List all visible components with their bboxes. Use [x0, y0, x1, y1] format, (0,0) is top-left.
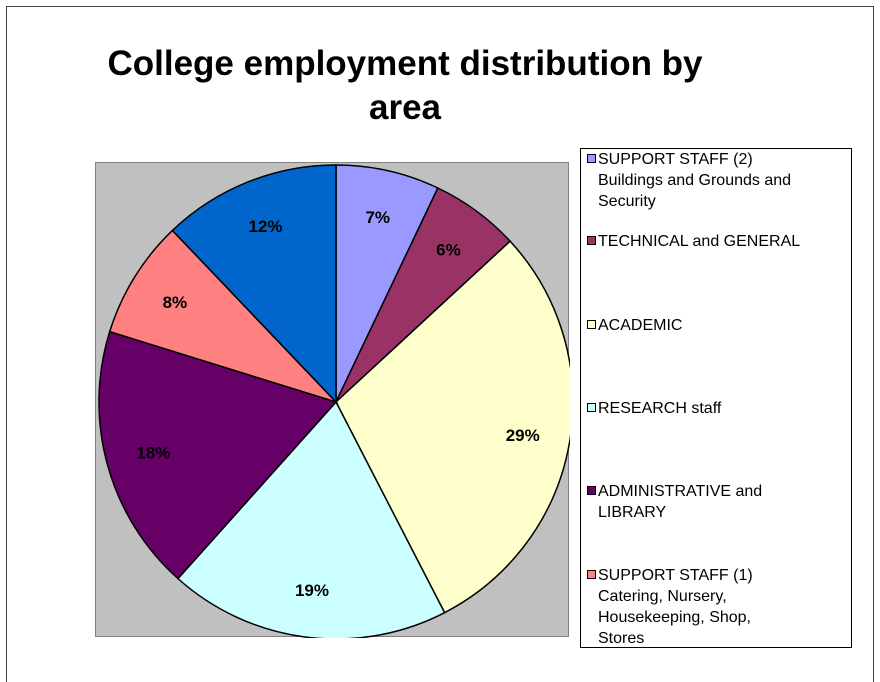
- chart-title: College employment distribution by area: [107, 44, 703, 127]
- legend-label: ACADEMIC: [598, 317, 683, 334]
- legend-swatch: [587, 154, 596, 163]
- legend-item: ADMINISTRATIVE and LIBRARY: [587, 481, 847, 523]
- pie-slice: [176, 400, 446, 638]
- slide-frame-right: [873, 6, 874, 682]
- slice-data-label: 18%: [136, 444, 170, 463]
- slide-frame-top: [6, 6, 874, 7]
- legend-label: ADMINISTRATIVE and LIBRARY: [598, 483, 763, 521]
- pie-slice: [335, 164, 439, 403]
- pie-slice: [335, 240, 570, 614]
- legend-item: SUPPORT STAFF (2) Buildings and Grounds …: [587, 149, 847, 212]
- legend-item: ACADEMIC: [587, 315, 847, 336]
- slice-data-label: 8%: [163, 293, 188, 312]
- legend-swatch: [587, 320, 596, 329]
- legend-swatch: [587, 570, 596, 579]
- legend-swatch: [587, 236, 596, 245]
- pie-slice: [98, 330, 338, 580]
- slide-frame-left: [6, 6, 7, 682]
- slice-data-label: 7%: [365, 208, 390, 227]
- legend-item: TECHNICAL and GENERAL: [587, 231, 847, 252]
- plot-area: 7% 6% 29% 19% 18% 8% 12%: [95, 162, 570, 638]
- legend-label: RESEARCH staff: [598, 400, 722, 417]
- pie-slice: [108, 229, 339, 404]
- pie-slice: [171, 164, 337, 404]
- slice-data-label: 6%: [436, 240, 461, 259]
- slice-data-label: 29%: [506, 426, 540, 445]
- legend-swatch: [587, 403, 596, 412]
- legend-swatch: [587, 486, 596, 495]
- legend-label: SUPPORT STAFF (2) Buildings and Grounds …: [598, 151, 792, 210]
- pie-chart: 7% 6% 29% 19% 18% 8% 12%: [98, 164, 570, 638]
- legend-label: TECHNICAL and GENERAL: [598, 233, 801, 250]
- slice-data-label: 19%: [295, 581, 329, 600]
- legend-item: RESEARCH staff: [587, 398, 847, 419]
- legend: SUPPORT STAFF (2) Buildings and Grounds …: [580, 148, 852, 648]
- slice-data-label: 12%: [249, 217, 283, 236]
- legend-label: SUPPORT STAFF (1) Catering, Nursery, Hou…: [598, 567, 753, 647]
- legend-item: SUPPORT STAFF (1) Catering, Nursery, Hou…: [587, 565, 847, 647]
